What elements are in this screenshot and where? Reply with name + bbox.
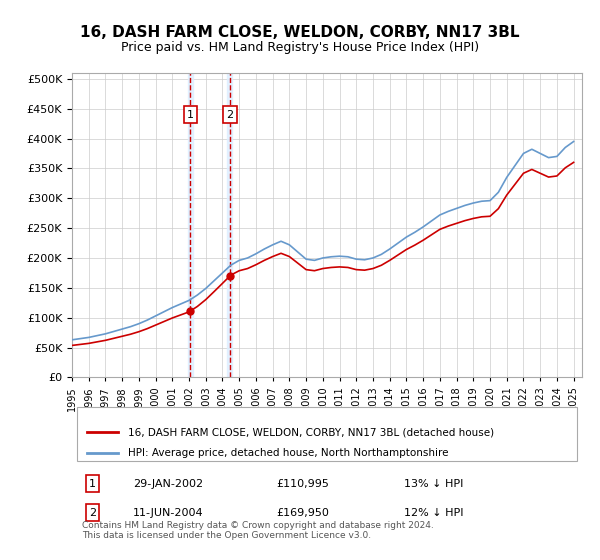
Text: 12% ↓ HPI: 12% ↓ HPI — [404, 508, 463, 518]
Bar — [188, 73, 193, 377]
Text: £110,995: £110,995 — [276, 479, 329, 489]
Text: 16, DASH FARM CLOSE, WELDON, CORBY, NN17 3BL (detached house): 16, DASH FARM CLOSE, WELDON, CORBY, NN17… — [128, 427, 494, 437]
Text: 16, DASH FARM CLOSE, WELDON, CORBY, NN17 3BL: 16, DASH FARM CLOSE, WELDON, CORBY, NN17… — [80, 25, 520, 40]
Text: Contains HM Land Registry data © Crown copyright and database right 2024.
This d: Contains HM Land Registry data © Crown c… — [82, 521, 434, 540]
Text: 2: 2 — [226, 110, 233, 120]
Text: 1: 1 — [89, 479, 96, 489]
Text: £169,950: £169,950 — [276, 508, 329, 518]
Text: 11-JUN-2004: 11-JUN-2004 — [133, 508, 204, 518]
Text: 13% ↓ HPI: 13% ↓ HPI — [404, 479, 463, 489]
Text: 29-JAN-2002: 29-JAN-2002 — [133, 479, 203, 489]
Bar — [227, 73, 232, 377]
Text: Price paid vs. HM Land Registry's House Price Index (HPI): Price paid vs. HM Land Registry's House … — [121, 41, 479, 54]
Text: 2: 2 — [89, 508, 96, 518]
FancyBboxPatch shape — [77, 407, 577, 461]
Text: HPI: Average price, detached house, North Northamptonshire: HPI: Average price, detached house, Nort… — [128, 448, 449, 458]
Text: 1: 1 — [187, 110, 194, 120]
